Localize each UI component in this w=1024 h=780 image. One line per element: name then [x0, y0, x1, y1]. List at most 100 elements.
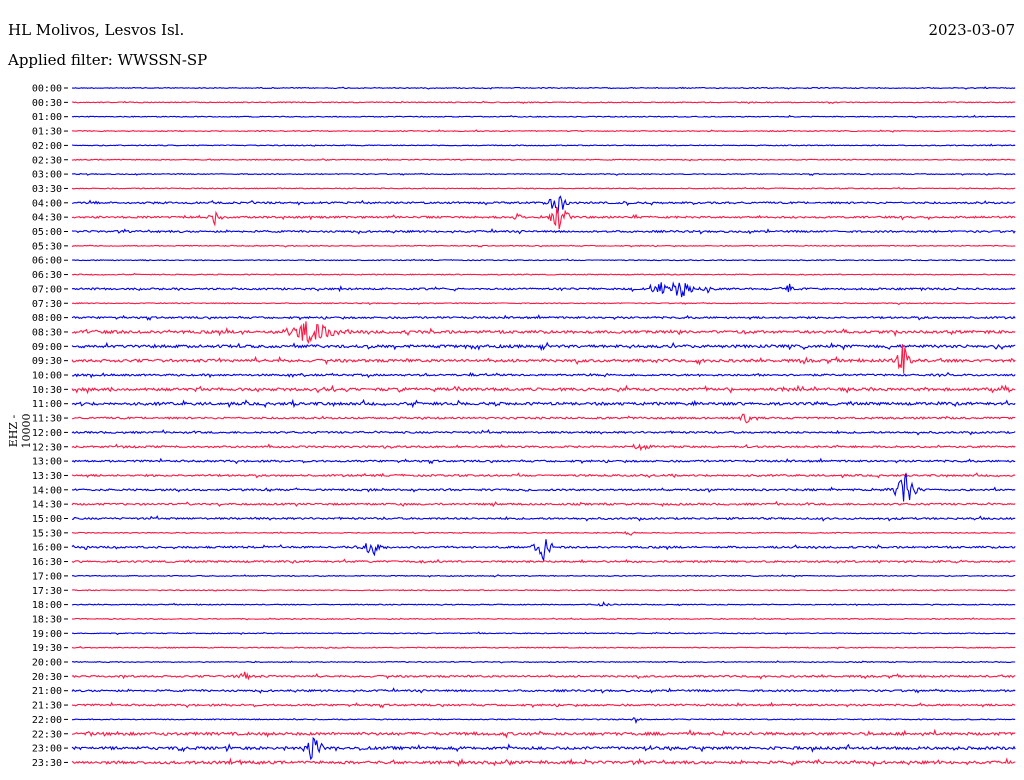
time-tick-label: 01:00	[32, 112, 62, 123]
date-label: 2023-03-07	[928, 21, 1015, 39]
filter-label: Applied filter: WWSSN-SP	[8, 51, 208, 69]
trace-line-2230	[71, 728, 1016, 739]
trace-line-0930	[71, 344, 1016, 374]
time-tick-label: 02:30	[32, 155, 62, 166]
station-title: HL Molivos, Lesvos Isl.	[8, 21, 185, 39]
time-tick-label: 08:30	[32, 327, 62, 338]
trace-line-0030	[71, 100, 1016, 105]
trace-line-1200	[71, 429, 1016, 436]
time-tick-label: 22:00	[32, 715, 62, 726]
trace-line-0830	[71, 321, 1016, 345]
time-tick-label: 23:30	[32, 758, 62, 769]
trace-line-0200	[71, 143, 1016, 147]
time-tick-label: 13:30	[32, 471, 62, 482]
trace-line-1400	[71, 473, 1016, 502]
time-tick-label: 05:00	[32, 227, 62, 238]
trace-line-2200	[72, 717, 1016, 725]
trace-line-1030	[71, 384, 1016, 395]
time-tick-label: 12:30	[32, 442, 62, 453]
time-tick-label: 04:00	[32, 198, 62, 209]
time-tick-label: 19:30	[32, 643, 62, 654]
time-tick-label: 10:00	[32, 371, 62, 382]
time-tick-label: 00:30	[32, 98, 62, 109]
trace-line-1000	[71, 371, 1016, 379]
trace-line-0430	[71, 206, 1016, 230]
trace-line-1700	[71, 574, 1016, 578]
time-tick-label: 21:30	[32, 701, 62, 712]
trace-line-2130	[71, 701, 1016, 709]
time-tick-label: 13:00	[32, 457, 62, 468]
time-tick-label: 14:00	[32, 485, 62, 496]
trace-line-1630	[71, 558, 1016, 564]
trace-line-1900	[72, 631, 1016, 636]
trace-line-1800	[71, 601, 1016, 607]
trace-line-0400	[71, 195, 1016, 214]
time-tick-label: 14:30	[32, 500, 62, 511]
trace-line-1330	[71, 472, 1016, 479]
trace-line-0800	[71, 314, 1016, 321]
time-tick-label: 17:00	[32, 571, 62, 582]
time-tick-label: 06:00	[32, 256, 62, 267]
trace-line-1530	[71, 530, 1016, 536]
trace-line-0630	[71, 272, 1016, 276]
time-tick-label: 07:00	[32, 284, 62, 295]
trace-line-0730	[71, 301, 1016, 306]
trace-line-1730	[71, 588, 1016, 592]
time-tick-label: 22:30	[32, 729, 62, 740]
time-tick-label: 03:00	[32, 170, 62, 181]
time-tick-label: 18:00	[32, 600, 62, 611]
time-tick-label: 04:30	[32, 213, 62, 224]
time-tick-label: 07:30	[32, 299, 62, 310]
time-tick-label: 02:00	[32, 141, 62, 152]
trace-line-0530	[71, 244, 1016, 248]
time-tick-label: 03:30	[32, 184, 62, 195]
trace-line-1300	[71, 457, 1016, 465]
time-tick-label: 12:00	[32, 428, 62, 439]
trace-line-0300	[72, 172, 1016, 176]
trace-line-0000	[72, 86, 1016, 90]
trace-line-0330	[71, 186, 1016, 190]
trace-line-2330	[71, 757, 1016, 768]
trace-line-1100	[71, 398, 1016, 409]
trace-line-1500	[72, 515, 1016, 522]
trace-line-0900	[71, 341, 1016, 352]
time-tick-label: 11:30	[32, 414, 62, 425]
trace-line-0130	[71, 129, 1016, 133]
time-tick-label: 17:30	[32, 586, 62, 597]
trace-line-0230	[72, 158, 1016, 162]
time-tick-label: 11:00	[32, 399, 62, 410]
time-tick-label: 16:00	[32, 543, 62, 554]
time-tick-label: 21:00	[32, 686, 62, 697]
trace-line-2000	[71, 660, 1016, 664]
time-tick-label: 16:30	[32, 557, 62, 568]
time-tick-label: 05:30	[32, 241, 62, 252]
time-tick-label: 09:30	[32, 356, 62, 367]
time-tick-label: 10:30	[32, 385, 62, 396]
time-tick-label: 15:00	[32, 514, 62, 525]
trace-line-2300	[71, 736, 1016, 761]
time-tick-label: 00:00	[32, 84, 62, 95]
time-tick-label: 06:30	[32, 270, 62, 281]
time-tick-label: 09:00	[32, 342, 62, 353]
trace-line-0700	[71, 281, 1016, 298]
time-tick-label: 20:30	[32, 672, 62, 683]
time-tick-label: 18:30	[32, 614, 62, 625]
time-tick-label: 19:00	[32, 629, 62, 640]
trace-line-0100	[71, 114, 1016, 119]
trace-line-1930	[71, 646, 1016, 650]
trace-line-0500	[71, 228, 1016, 235]
time-tick-label: 08:00	[32, 313, 62, 324]
time-tick-label: 20:00	[32, 658, 62, 669]
trace-line-2030	[71, 671, 1016, 681]
trace-line-1830	[71, 617, 1016, 621]
trace-line-1130	[71, 413, 1016, 424]
trace-line-0600	[71, 258, 1016, 262]
time-tick-label: 23:00	[32, 744, 62, 755]
trace-line-1230	[71, 443, 1016, 452]
trace-line-2100	[71, 687, 1016, 694]
trace-line-1430	[71, 500, 1016, 508]
time-tick-label: 15:30	[32, 528, 62, 539]
trace-line-1600	[71, 539, 1016, 563]
time-tick-label: 01:30	[32, 127, 62, 138]
